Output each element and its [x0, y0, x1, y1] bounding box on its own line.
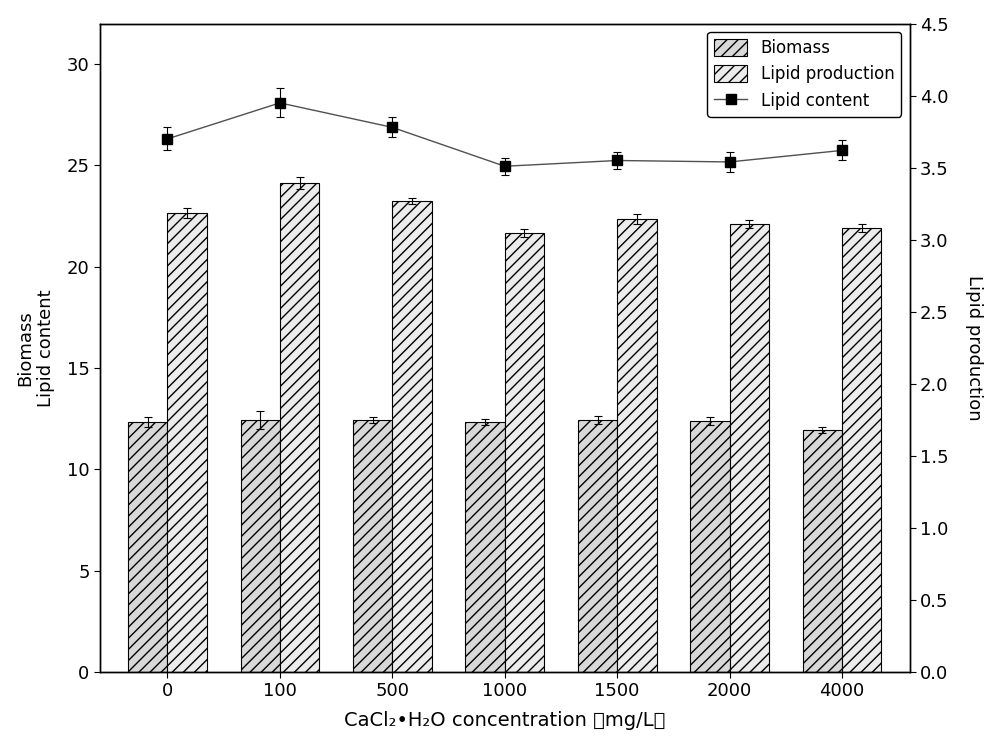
Bar	[280, 183, 319, 672]
Bar	[465, 421, 505, 672]
Y-axis label: Lipid production: Lipid production	[965, 275, 983, 421]
Bar	[842, 229, 881, 672]
X-axis label: CaCl₂•H₂O concentration （mg/L）: CaCl₂•H₂O concentration （mg/L）	[344, 711, 665, 731]
Bar	[578, 420, 617, 672]
Bar	[505, 233, 544, 672]
Bar	[803, 430, 842, 672]
Bar	[617, 219, 657, 672]
Bar	[241, 420, 280, 672]
Bar	[730, 224, 769, 672]
Bar	[353, 420, 392, 672]
Bar	[690, 421, 730, 672]
Bar	[392, 201, 432, 672]
Y-axis label: Biomass
Lipid content: Biomass Lipid content	[17, 289, 55, 406]
Bar	[128, 421, 167, 672]
Bar	[167, 213, 207, 672]
Legend: Biomass, Lipid production, Lipid content: Biomass, Lipid production, Lipid content	[707, 32, 901, 117]
